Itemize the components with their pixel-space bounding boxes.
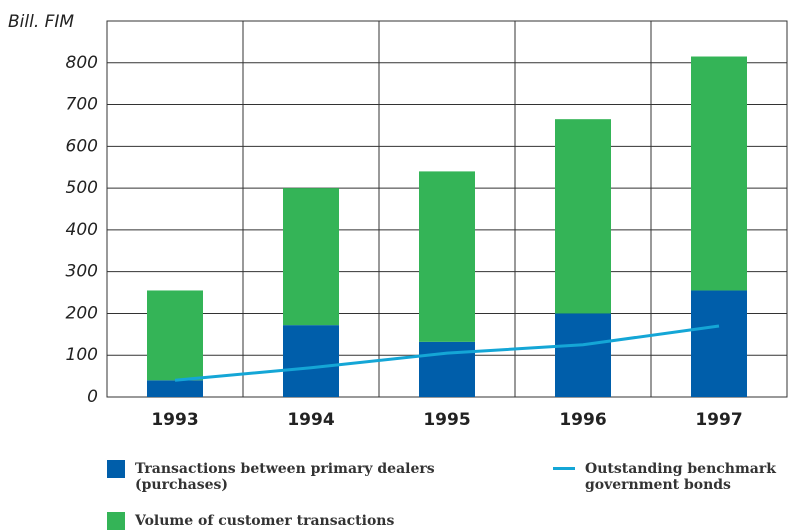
y-tick-label: 100	[66, 345, 98, 365]
legend-swatch	[107, 460, 125, 478]
x-tick-label: 1993	[151, 410, 198, 430]
bar-segment	[147, 290, 203, 381]
bar-segment	[555, 313, 611, 397]
y-tick-label: 400	[66, 220, 98, 240]
x-tick-label: 1997	[695, 410, 742, 430]
bar-segment	[419, 171, 475, 342]
bar-segment	[283, 188, 339, 326]
x-tick-label: 1996	[559, 410, 606, 430]
y-tick-label: 800	[66, 53, 98, 73]
y-tick-label: 500	[66, 178, 98, 198]
y-tick-label: 200	[66, 303, 98, 323]
legend-swatch	[107, 512, 125, 530]
y-axis-label: Bill. FIM	[8, 12, 74, 32]
legend-label: Transactions between primary dealers (pu…	[135, 461, 435, 493]
bar-segment	[419, 341, 475, 397]
bar-segment	[283, 325, 339, 397]
bar-segment	[147, 380, 203, 397]
x-tick-label: 1995	[423, 410, 470, 430]
bar-segment	[691, 56, 747, 291]
line-series	[174, 324, 720, 382]
legend-label: Outstanding benchmark government bonds	[585, 461, 776, 493]
y-tick-label: 0	[87, 387, 98, 407]
legend-label: Volume of customer transactions	[135, 513, 395, 529]
x-tick-label: 1994	[287, 410, 334, 430]
y-tick-label: 700	[66, 95, 98, 115]
bar-segment	[691, 290, 747, 397]
legend-swatch	[553, 467, 575, 470]
y-tick-label: 300	[66, 262, 98, 282]
bar-segment	[555, 119, 611, 314]
y-tick-label: 600	[66, 136, 98, 156]
